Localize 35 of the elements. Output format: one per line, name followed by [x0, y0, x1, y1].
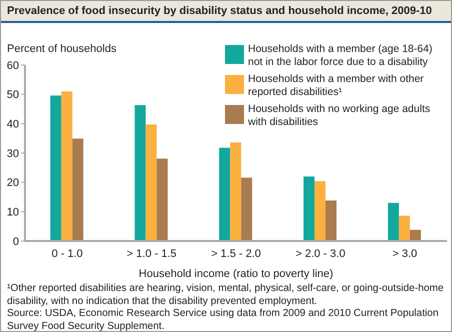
bar	[72, 138, 84, 241]
x-tick-label: > 1.5 - 2.0	[211, 248, 261, 260]
bar	[230, 142, 242, 241]
bar	[219, 148, 230, 241]
source-note: Source: USDA, Economic Research Service using data from 2009 and 2010 Current Population Survey Food Security Supplement.	[7, 308, 440, 332]
chart-title: Prevalence of food insecurity by disability status and household income, 2009-10	[1, 1, 451, 23]
x-tick-label: > 2.0 - 3.0	[295, 248, 346, 260]
x-tick-label: > 1.0 - 1.5	[126, 248, 177, 260]
y-tick-label: 50	[6, 89, 19, 102]
x-tick-label: 0 - 1.0	[52, 248, 83, 260]
y-tick-label: 30	[6, 148, 19, 160]
y-tick-label: 0	[12, 236, 19, 248]
y-tick-label: 20	[6, 177, 19, 190]
bar	[314, 181, 326, 241]
bar	[304, 176, 315, 241]
legend-label: Households with no working age adults with disabilities	[248, 103, 432, 129]
bar	[146, 124, 157, 241]
bar	[388, 202, 399, 241]
bar	[398, 216, 410, 241]
bar	[326, 200, 337, 241]
bar	[156, 158, 168, 241]
bar	[410, 230, 421, 241]
bar	[134, 105, 146, 241]
y-tick-label: 60	[6, 60, 19, 72]
y-axis-title: Percent of households	[7, 43, 116, 55]
y-tick-label: 40	[6, 118, 19, 131]
text: ¹Other reported disabilities are hearing, vision, mental, physical, self-care, or going-outside-home disability, with no indication that the disability prevented employment.	[7, 283, 445, 308]
y-tick-label: 10	[6, 206, 19, 219]
bar	[50, 96, 62, 241]
x-axis-title: Household income (ratio to poverty line)	[138, 268, 334, 280]
legend-label: Households with a member (age 18-64) not in the labor force due to a disability	[248, 43, 434, 69]
bar	[241, 178, 252, 241]
x-tick-label: > 3.0	[392, 248, 418, 260]
bar	[61, 91, 72, 241]
legend-label: Households with a member with other reported disabilities¹	[248, 73, 425, 99]
